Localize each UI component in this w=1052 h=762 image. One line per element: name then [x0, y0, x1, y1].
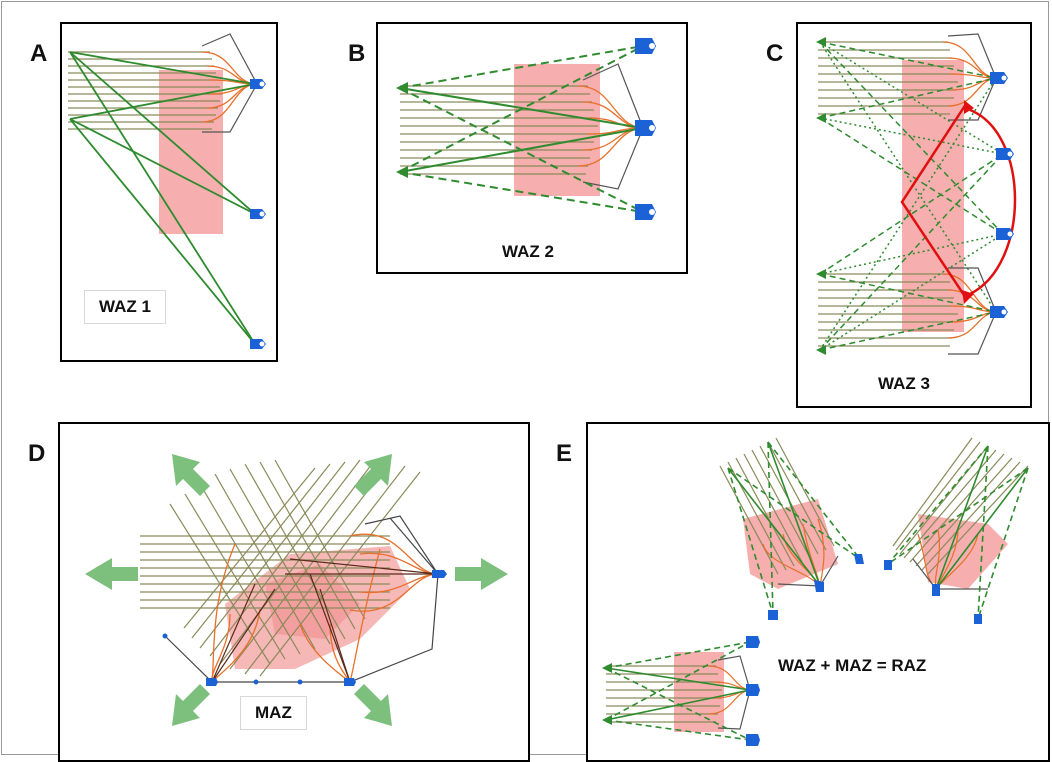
- vessel-icon: [996, 228, 1014, 240]
- illumination-area: [514, 64, 600, 196]
- panel-d-label: D: [28, 440, 46, 467]
- panel-b-diagram: [396, 38, 656, 220]
- vessel-icon: [635, 120, 656, 136]
- azimuth-lines: [69, 51, 256, 345]
- receiver-lines-diagonal: [169, 459, 421, 677]
- vessel-icon: [250, 209, 266, 219]
- vessel-icon: [635, 204, 656, 220]
- panel-d: MAZ: [58, 422, 530, 762]
- panel-e-diagram: [602, 437, 1029, 746]
- streamer-outline: [582, 63, 644, 190]
- panel-a-caption: WAZ 1: [84, 290, 166, 324]
- vessel-icon: [635, 38, 656, 54]
- vessel-icon: [990, 306, 1008, 318]
- vessel-icon: [996, 148, 1014, 160]
- azimuth-lines: [819, 41, 1004, 351]
- panel-c: WAZ 3: [796, 22, 1032, 408]
- panel-d-caption: MAZ: [240, 696, 307, 730]
- rotated-waz-left: [719, 437, 864, 620]
- panel-c-label: C: [766, 40, 784, 67]
- vessel-icon: [250, 79, 266, 89]
- panel-c-diagram: [816, 33, 1017, 355]
- arrowheads: [816, 37, 826, 355]
- streamer-outline: [947, 33, 997, 355]
- azimuth-lines-dashed: [399, 45, 644, 213]
- illumination-area: [159, 70, 223, 234]
- panel-d-diagram: [85, 454, 508, 726]
- waz-bottom-left: [602, 636, 760, 746]
- streamer-outline: [201, 33, 258, 133]
- receiver-lines: [818, 41, 958, 347]
- azimuth-lines-dotted: [819, 41, 1004, 351]
- panel-a-label: A: [30, 40, 48, 67]
- vessel-icon: [162, 570, 447, 686]
- raypaths: [211, 533, 439, 683]
- receiver-lines-horizontal: [140, 535, 390, 609]
- panel-b-caption: WAZ 2: [502, 242, 554, 261]
- panel-e-caption: WAZ + MAZ = RAZ: [778, 656, 927, 675]
- transition-arrow: [900, 103, 1017, 299]
- panel-b-label: B: [348, 40, 366, 67]
- panel-e-label: E: [556, 440, 573, 467]
- panel-e: WAZ + MAZ = RAZ: [586, 422, 1050, 762]
- panel-b: WAZ 2: [376, 22, 688, 274]
- panel-a-diagram: [68, 33, 266, 349]
- vessel-icon: [250, 339, 266, 349]
- transition-arrowheads: [962, 100, 974, 304]
- panel-c-caption: WAZ 3: [878, 374, 930, 393]
- raypaths-dark: [211, 558, 439, 683]
- arrowheads: [396, 82, 408, 178]
- direction-arrow-icon: [85, 454, 508, 726]
- vessel-icon: [990, 72, 1008, 84]
- panel-a: WAZ 1: [60, 22, 278, 362]
- illumination-area: [902, 60, 964, 332]
- rotated-waz-right: [884, 437, 1029, 624]
